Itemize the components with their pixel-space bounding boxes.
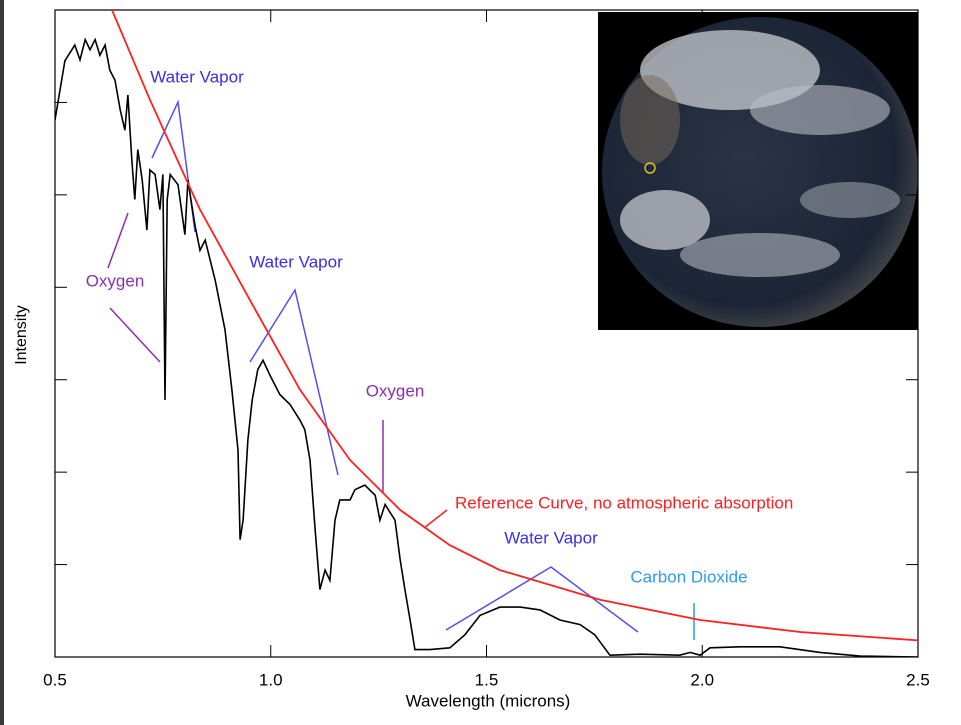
annotation: Oxygen [366, 381, 425, 400]
annotation: Water Vapor [504, 528, 598, 547]
x-axis-label: Wavelength (microns) [406, 691, 571, 710]
x-tick-label: 1.5 [475, 670, 499, 689]
annotation: Water Vapor [150, 67, 244, 86]
earth-image [598, 12, 918, 330]
x-tick-label: 2.5 [906, 670, 930, 689]
left-border [0, 0, 4, 725]
x-tick-label: 0.5 [43, 670, 67, 689]
annotation: Oxygen [86, 271, 145, 290]
chart: Wavelength (microns) Intensity 0.5 1.0 1.5… [0, 0, 961, 725]
annotation: Water Vapor [249, 252, 343, 271]
annotation: Carbon Dioxide [630, 567, 747, 586]
y-axis-label: Intensity [13, 305, 30, 365]
x-tick-label: 1.0 [259, 670, 283, 689]
x-tick-label: 2.0 [690, 670, 714, 689]
annotation: Reference Curve, no atmospheric absorpti… [455, 493, 793, 512]
